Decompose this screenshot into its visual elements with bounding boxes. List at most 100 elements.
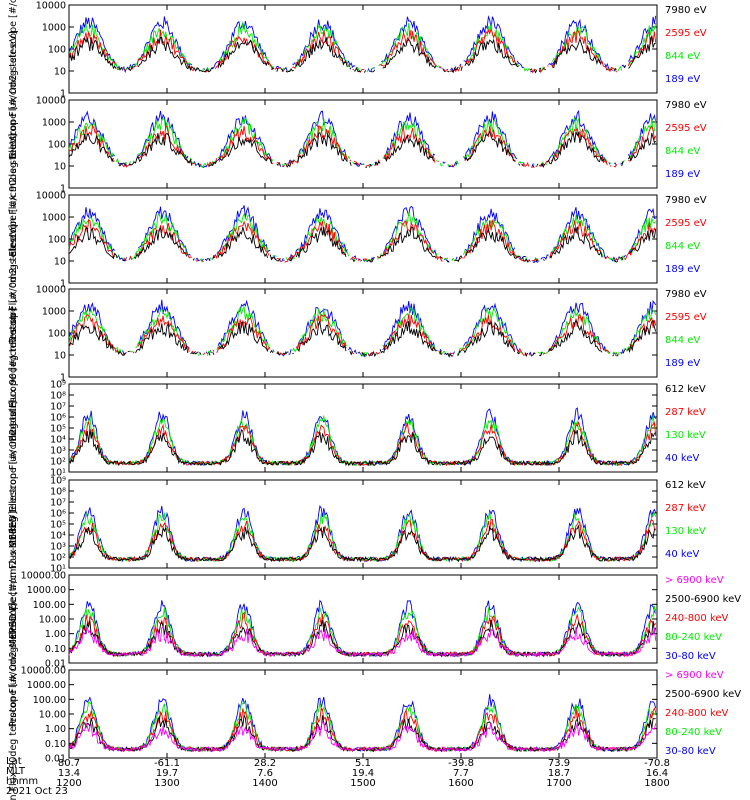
y-tick-label: 10⁵: [50, 424, 66, 435]
y-tick-label: 10: [54, 257, 66, 268]
y-tick-label: 1000.00: [27, 585, 66, 596]
y-tick-label: 1: [60, 279, 66, 290]
legend-entry: 844 eV: [665, 51, 700, 62]
legend-entry: 40 keV: [665, 549, 699, 560]
panel-1: 1 10 100 1000 10000 Electron Flux 0deg telesc…: [8, 0, 707, 159]
footer-lat-value: -39.8: [448, 758, 474, 769]
panel-frame: [68, 288, 658, 378]
panel-7: 0.01 0.10 1.00 10.00 100.00 1000.00 10000.00Pr…: [8, 511, 741, 727]
footer-mlt-value: 19.7: [156, 768, 178, 779]
y-tick-label: 1000: [42, 213, 66, 224]
series-trace: [68, 407, 657, 467]
series-trace: [68, 35, 656, 74]
legend-entry: 287 keV: [665, 503, 706, 514]
panel-4: 1 10 100 1000 10000 Proton Flux 90deg telesco…: [8, 224, 707, 441]
legend-entry: 7980 eV: [665, 5, 707, 16]
legend-entry: 7980 eV: [665, 195, 707, 206]
legend-entry: 844 eV: [665, 241, 700, 252]
y-tick-label: 0.10: [45, 739, 66, 750]
y-tick-label: 10⁵: [50, 520, 66, 531]
y-tick-label: 1000.00: [27, 680, 66, 691]
series-trace: [68, 124, 657, 168]
legend-entry: > 6900 keV: [665, 575, 724, 586]
legend-entry: 189 eV: [665, 169, 700, 180]
y-axis-label: MEPED Electron Flux 90deg telescope [#/c…: [8, 401, 19, 647]
series-trace: [68, 212, 657, 263]
footer-mlt-label: MLT: [6, 766, 25, 777]
panel-frame: [68, 383, 658, 473]
y-tick-label: 1: [60, 184, 66, 195]
footer-hhmm-label: hhmm: [6, 776, 39, 787]
y-tick-label: 10⁶: [50, 509, 66, 520]
series-trace: [68, 420, 657, 467]
legend-entry: 130 keV: [665, 430, 706, 441]
legend-entry: 2500-6900 keV: [665, 594, 741, 605]
y-tick-label: 10.00: [39, 710, 66, 721]
panel-frame: [68, 99, 658, 189]
footer-hhmm-value: 1500: [350, 778, 375, 789]
footer-hhmm-value: 1800: [644, 778, 669, 789]
y-tick-label: 0.01: [45, 659, 66, 670]
y-axis-label: Electron Flux 90deg telescope [#/cm2-s-s…: [8, 31, 19, 256]
series-trace: [68, 319, 657, 358]
panel-8: 0.01 0.10 1.00 10.00 100.00 1000.00 10000.00Pr…: [8, 603, 741, 800]
y-tick-label: 10¹: [50, 468, 66, 479]
legend-entry: 80-240 keV: [665, 632, 722, 643]
y-tick-label: 10⁶: [50, 413, 66, 424]
footer-lat-value: 80.7: [58, 758, 80, 769]
y-tick-label: 10: [54, 351, 66, 362]
y-tick-label: 0.01: [45, 754, 66, 765]
legend-entry: 30-80 keV: [665, 651, 716, 662]
y-axis-label: Proton Flux 90deg telescope [#/cm2-s-str…: [8, 603, 19, 800]
y-tick-label: 1000: [42, 118, 66, 129]
footer-lat-value: -61.1: [154, 758, 180, 769]
legend-entry: 2595 eV: [665, 123, 707, 134]
y-axis-label: Proton Flux 90deg telescope [#/cm2-s-str…: [8, 224, 19, 441]
y-tick-label: 1: [60, 89, 66, 100]
legend-entry: 2595 eV: [665, 312, 707, 323]
legend-entry: 2500-6900 keV: [665, 689, 741, 700]
legend-entry: > 6900 keV: [665, 670, 724, 681]
legend-entry: 240-800 keV: [665, 708, 729, 719]
y-tick-label: 10²: [50, 553, 66, 564]
y-tick-label: 100: [48, 235, 66, 246]
y-axis-label: Electron Flux 0deg telescope [#/cm2-s-st…: [8, 0, 19, 159]
footer-hhmm-value: 1700: [546, 778, 571, 789]
legend-entry: 7980 eV: [665, 100, 707, 111]
y-tick-label: 10⁷: [50, 498, 66, 509]
series-trace: [68, 518, 656, 563]
footer-hhmm-value: 1600: [448, 778, 473, 789]
legend-entry: 40 keV: [665, 453, 699, 464]
panel-frame: [68, 479, 658, 569]
footer-mlt-value: 16.4: [646, 768, 668, 779]
legend-entry: 240-800 keV: [665, 613, 729, 624]
footer-mlt-value: 7.7: [453, 768, 469, 779]
panel-3: 1 10 100 1000 10000 Proton Flux 0deg telescop…: [8, 134, 707, 345]
y-tick-label: 10⁹: [50, 380, 66, 391]
y-tick-label: 10⁴: [50, 531, 66, 542]
footer-mlt-value: 18.7: [548, 768, 570, 779]
series-trace: [68, 504, 657, 563]
series-trace: [68, 721, 657, 753]
legend-entry: 2595 eV: [665, 218, 707, 229]
y-tick-label: 10000: [36, 285, 66, 296]
footer-lat-value: 28.2: [254, 758, 276, 769]
y-axis-label: MEPED Electron Flux 0deg telescope [#/cm…: [8, 308, 19, 548]
legend-entry: 189 eV: [665, 74, 700, 85]
footer-mlt-value: 13.4: [58, 768, 80, 779]
y-tick-label: 10⁷: [50, 402, 66, 413]
y-tick-label: 10³: [50, 446, 66, 457]
y-tick-label: 100: [48, 140, 66, 151]
y-tick-label: 10: [54, 162, 66, 173]
legend-entry: 2595 eV: [665, 28, 707, 39]
y-axis-label: Proton Flux 0deg telescope [#/cm2-s-str-…: [8, 511, 19, 727]
y-tick-label: 10¹: [50, 564, 66, 575]
panel-2: 1 10 100 1000 10000 Electron Flux 90deg teles…: [8, 31, 707, 256]
legend-entry: 287 keV: [665, 407, 706, 418]
legend-entry: 189 eV: [665, 358, 700, 369]
footer-lat-value: -70.8: [644, 758, 670, 769]
y-tick-label: 100.00: [33, 600, 66, 611]
